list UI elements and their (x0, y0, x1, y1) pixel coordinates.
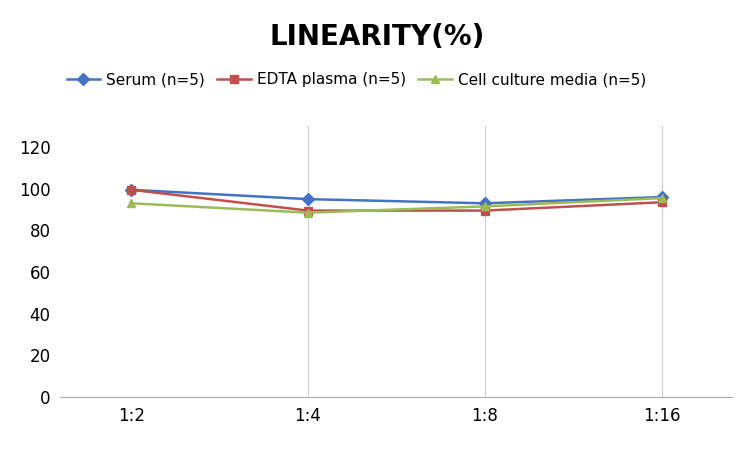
Cell culture media (n=5) (657, 195, 666, 201)
Text: LINEARITY(%): LINEARITY(%) (270, 23, 485, 51)
EDTA plasma (n=5) (304, 208, 313, 213)
Line: Cell culture media (n=5): Cell culture media (n=5) (127, 194, 666, 217)
Cell culture media (n=5) (304, 210, 313, 216)
Cell culture media (n=5) (480, 204, 489, 209)
Legend: Serum (n=5), EDTA plasma (n=5), Cell culture media (n=5): Serum (n=5), EDTA plasma (n=5), Cell cul… (60, 66, 652, 93)
EDTA plasma (n=5) (480, 208, 489, 213)
Serum (n=5) (127, 187, 136, 193)
Serum (n=5) (304, 197, 313, 202)
Serum (n=5) (657, 194, 666, 200)
EDTA plasma (n=5) (127, 187, 136, 193)
Serum (n=5) (480, 201, 489, 206)
EDTA plasma (n=5) (657, 199, 666, 205)
Line: Serum (n=5): Serum (n=5) (127, 186, 666, 207)
Line: EDTA plasma (n=5): EDTA plasma (n=5) (127, 186, 666, 215)
Cell culture media (n=5) (127, 201, 136, 206)
